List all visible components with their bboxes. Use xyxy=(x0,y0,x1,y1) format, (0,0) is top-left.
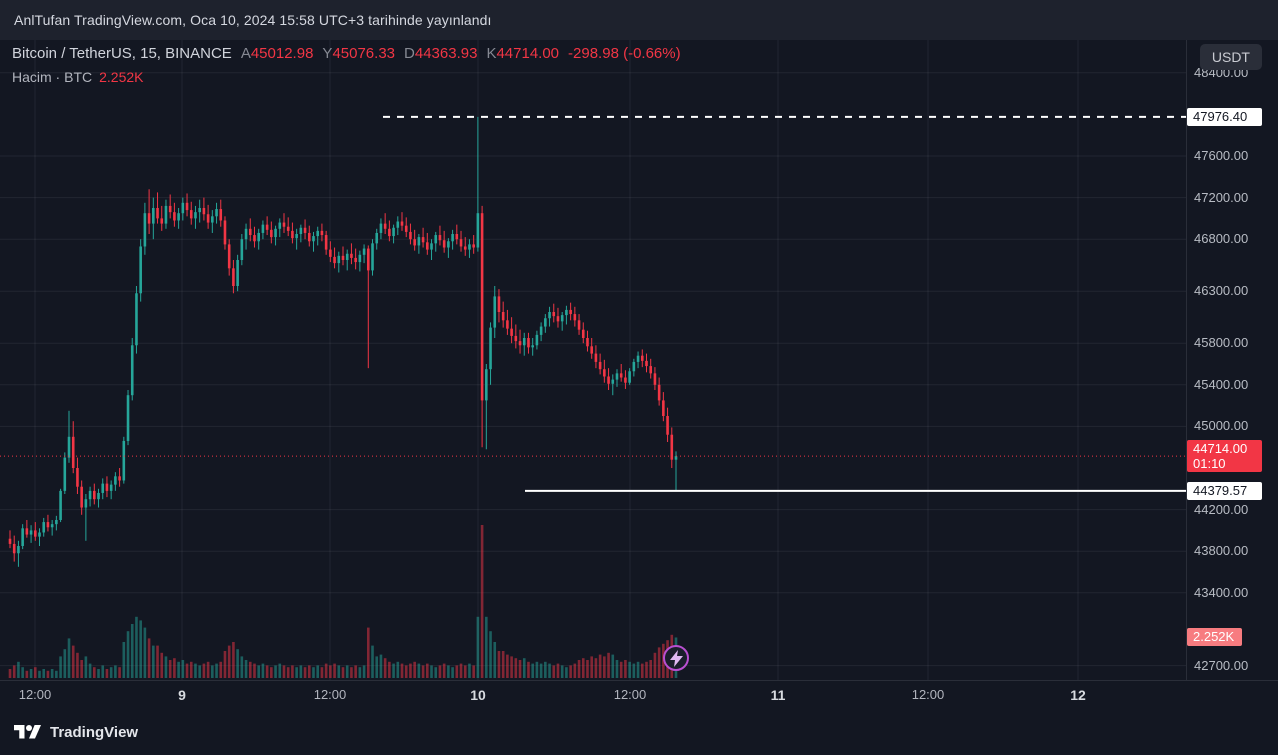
level-lines xyxy=(0,115,1186,492)
candles-layer xyxy=(8,116,678,567)
high-price-marker: 47976.40 xyxy=(1187,107,1262,126)
price-axis-label: 47200.00 xyxy=(1194,189,1249,205)
volume-layer xyxy=(8,525,678,678)
price-axis[interactable]: 47976.40 44714.00 01:10 44379.57 2.252K … xyxy=(1186,40,1278,680)
lightning-marker[interactable] xyxy=(663,645,689,671)
current-price-label: 44714.00 01:10 xyxy=(1187,440,1262,473)
time-axis-label: 12:00 xyxy=(313,687,347,702)
time-axis-label: 10 xyxy=(470,687,486,703)
lightning-bolt-icon xyxy=(669,649,683,667)
candle-countdown: 01:10 xyxy=(1193,456,1226,472)
price-axis-label: 43400.00 xyxy=(1194,584,1249,600)
time-axis-label: 12:00 xyxy=(613,687,647,702)
volume-indicator-label[interactable]: Hacim · BTC xyxy=(12,69,93,85)
footer: TradingView xyxy=(0,710,1278,755)
time-axis-label: 9 xyxy=(178,687,186,703)
price-axis-label: 46800.00 xyxy=(1194,231,1249,247)
ohlc-close: K44714.00 xyxy=(486,45,560,62)
symbol-title[interactable]: Bitcoin / TetherUS, 15, BINANCE xyxy=(12,45,232,62)
support-price-marker: 44379.57 xyxy=(1187,481,1262,500)
volume-axis-tag: 2.252K xyxy=(1187,628,1243,647)
price-axis-label: 42700.00 xyxy=(1194,657,1249,673)
time-axis-label: 12:00 xyxy=(911,687,945,702)
ohlc-high: Y45076.33 xyxy=(322,45,396,62)
time-axis-label: 12 xyxy=(1070,687,1086,703)
time-axis[interactable]: 12:00 9 12:00 10 12:00 11 12:00 12 xyxy=(0,680,1278,710)
price-axis-label: 44200.00 xyxy=(1194,501,1249,517)
ohlc-open: A45012.98 xyxy=(240,45,314,62)
price-axis-label: 45400.00 xyxy=(1194,376,1249,392)
price-axis-label: 47600.00 xyxy=(1194,148,1249,163)
currency-toggle-button[interactable]: USDT xyxy=(1199,44,1262,70)
chart-legend: Bitcoin / TetherUS, 15, BINANCE A45012.9… xyxy=(12,44,681,87)
publish-topbar: AnlTufan TradingView.com, Oca 10, 2024 1… xyxy=(0,0,1278,40)
price-axis-label: 46300.00 xyxy=(1194,283,1249,299)
volume-indicator-value: 2.252K xyxy=(99,69,144,85)
price-axis-label: 45000.00 xyxy=(1194,418,1249,434)
price-axis-label: 43800.00 xyxy=(1194,543,1249,559)
grid-layer xyxy=(0,40,1186,680)
time-axis-label: 11 xyxy=(770,687,786,703)
ohlc-low: D44363.93 xyxy=(404,45,478,62)
price-axis-label: 45800.00 xyxy=(1194,335,1249,351)
price-change: -298.98 (-0.66%) xyxy=(568,45,681,62)
tradingview-brand-text[interactable]: TradingView xyxy=(50,724,139,741)
publish-info-text: AnlTufan TradingView.com, Oca 10, 2024 1… xyxy=(14,12,492,28)
tradingview-logo-icon[interactable] xyxy=(14,722,41,743)
time-axis-label: 12:00 xyxy=(18,687,52,702)
